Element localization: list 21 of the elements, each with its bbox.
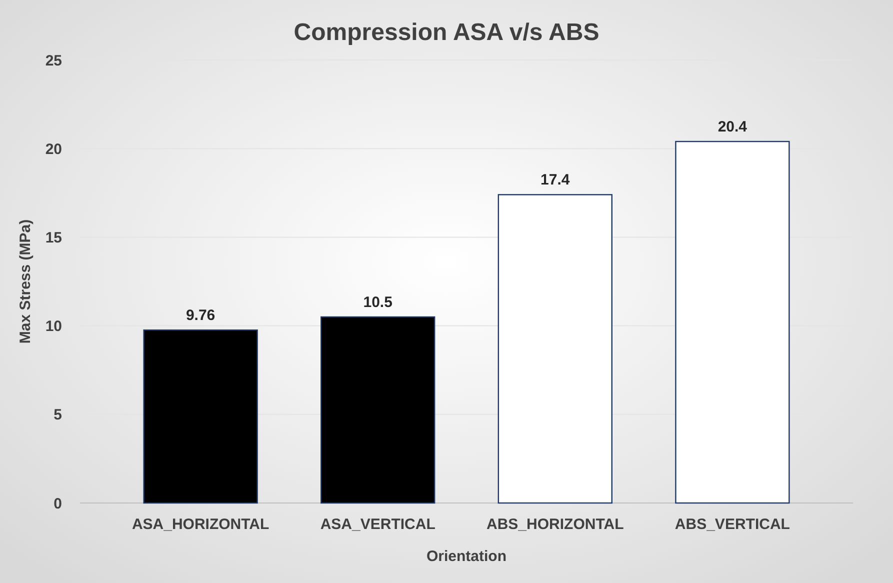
y-tick-label: 5 (54, 406, 62, 424)
y-tick-label: 10 (45, 318, 62, 336)
bar (143, 329, 258, 504)
chart-title: Compression ASA v/s ABS (294, 19, 600, 46)
x-axis-title: Orientation (426, 548, 507, 565)
data-label: 10.5 (363, 294, 392, 311)
x-tick-label: ASA_HORIZONTAL (132, 516, 270, 533)
bar (498, 194, 612, 504)
x-tick-label: ABS_VERTICAL (674, 516, 790, 533)
bar (675, 140, 790, 504)
bar (320, 316, 436, 504)
x-tick-label: ASA_VERTICAL (320, 516, 436, 533)
y-tick-label: 15 (45, 229, 62, 246)
data-label: 9.76 (186, 307, 216, 324)
data-label: 20.4 (718, 118, 748, 136)
x-tick-label: ABS_HORIZONTAL (486, 516, 624, 533)
data-label: 17.4 (540, 172, 570, 189)
y-tick-label: 25 (45, 52, 62, 70)
y-tick-label: 20 (45, 140, 62, 158)
y-axis-title: Max Stress (MPa) (17, 219, 34, 344)
y-tick-label: 0 (54, 495, 62, 512)
